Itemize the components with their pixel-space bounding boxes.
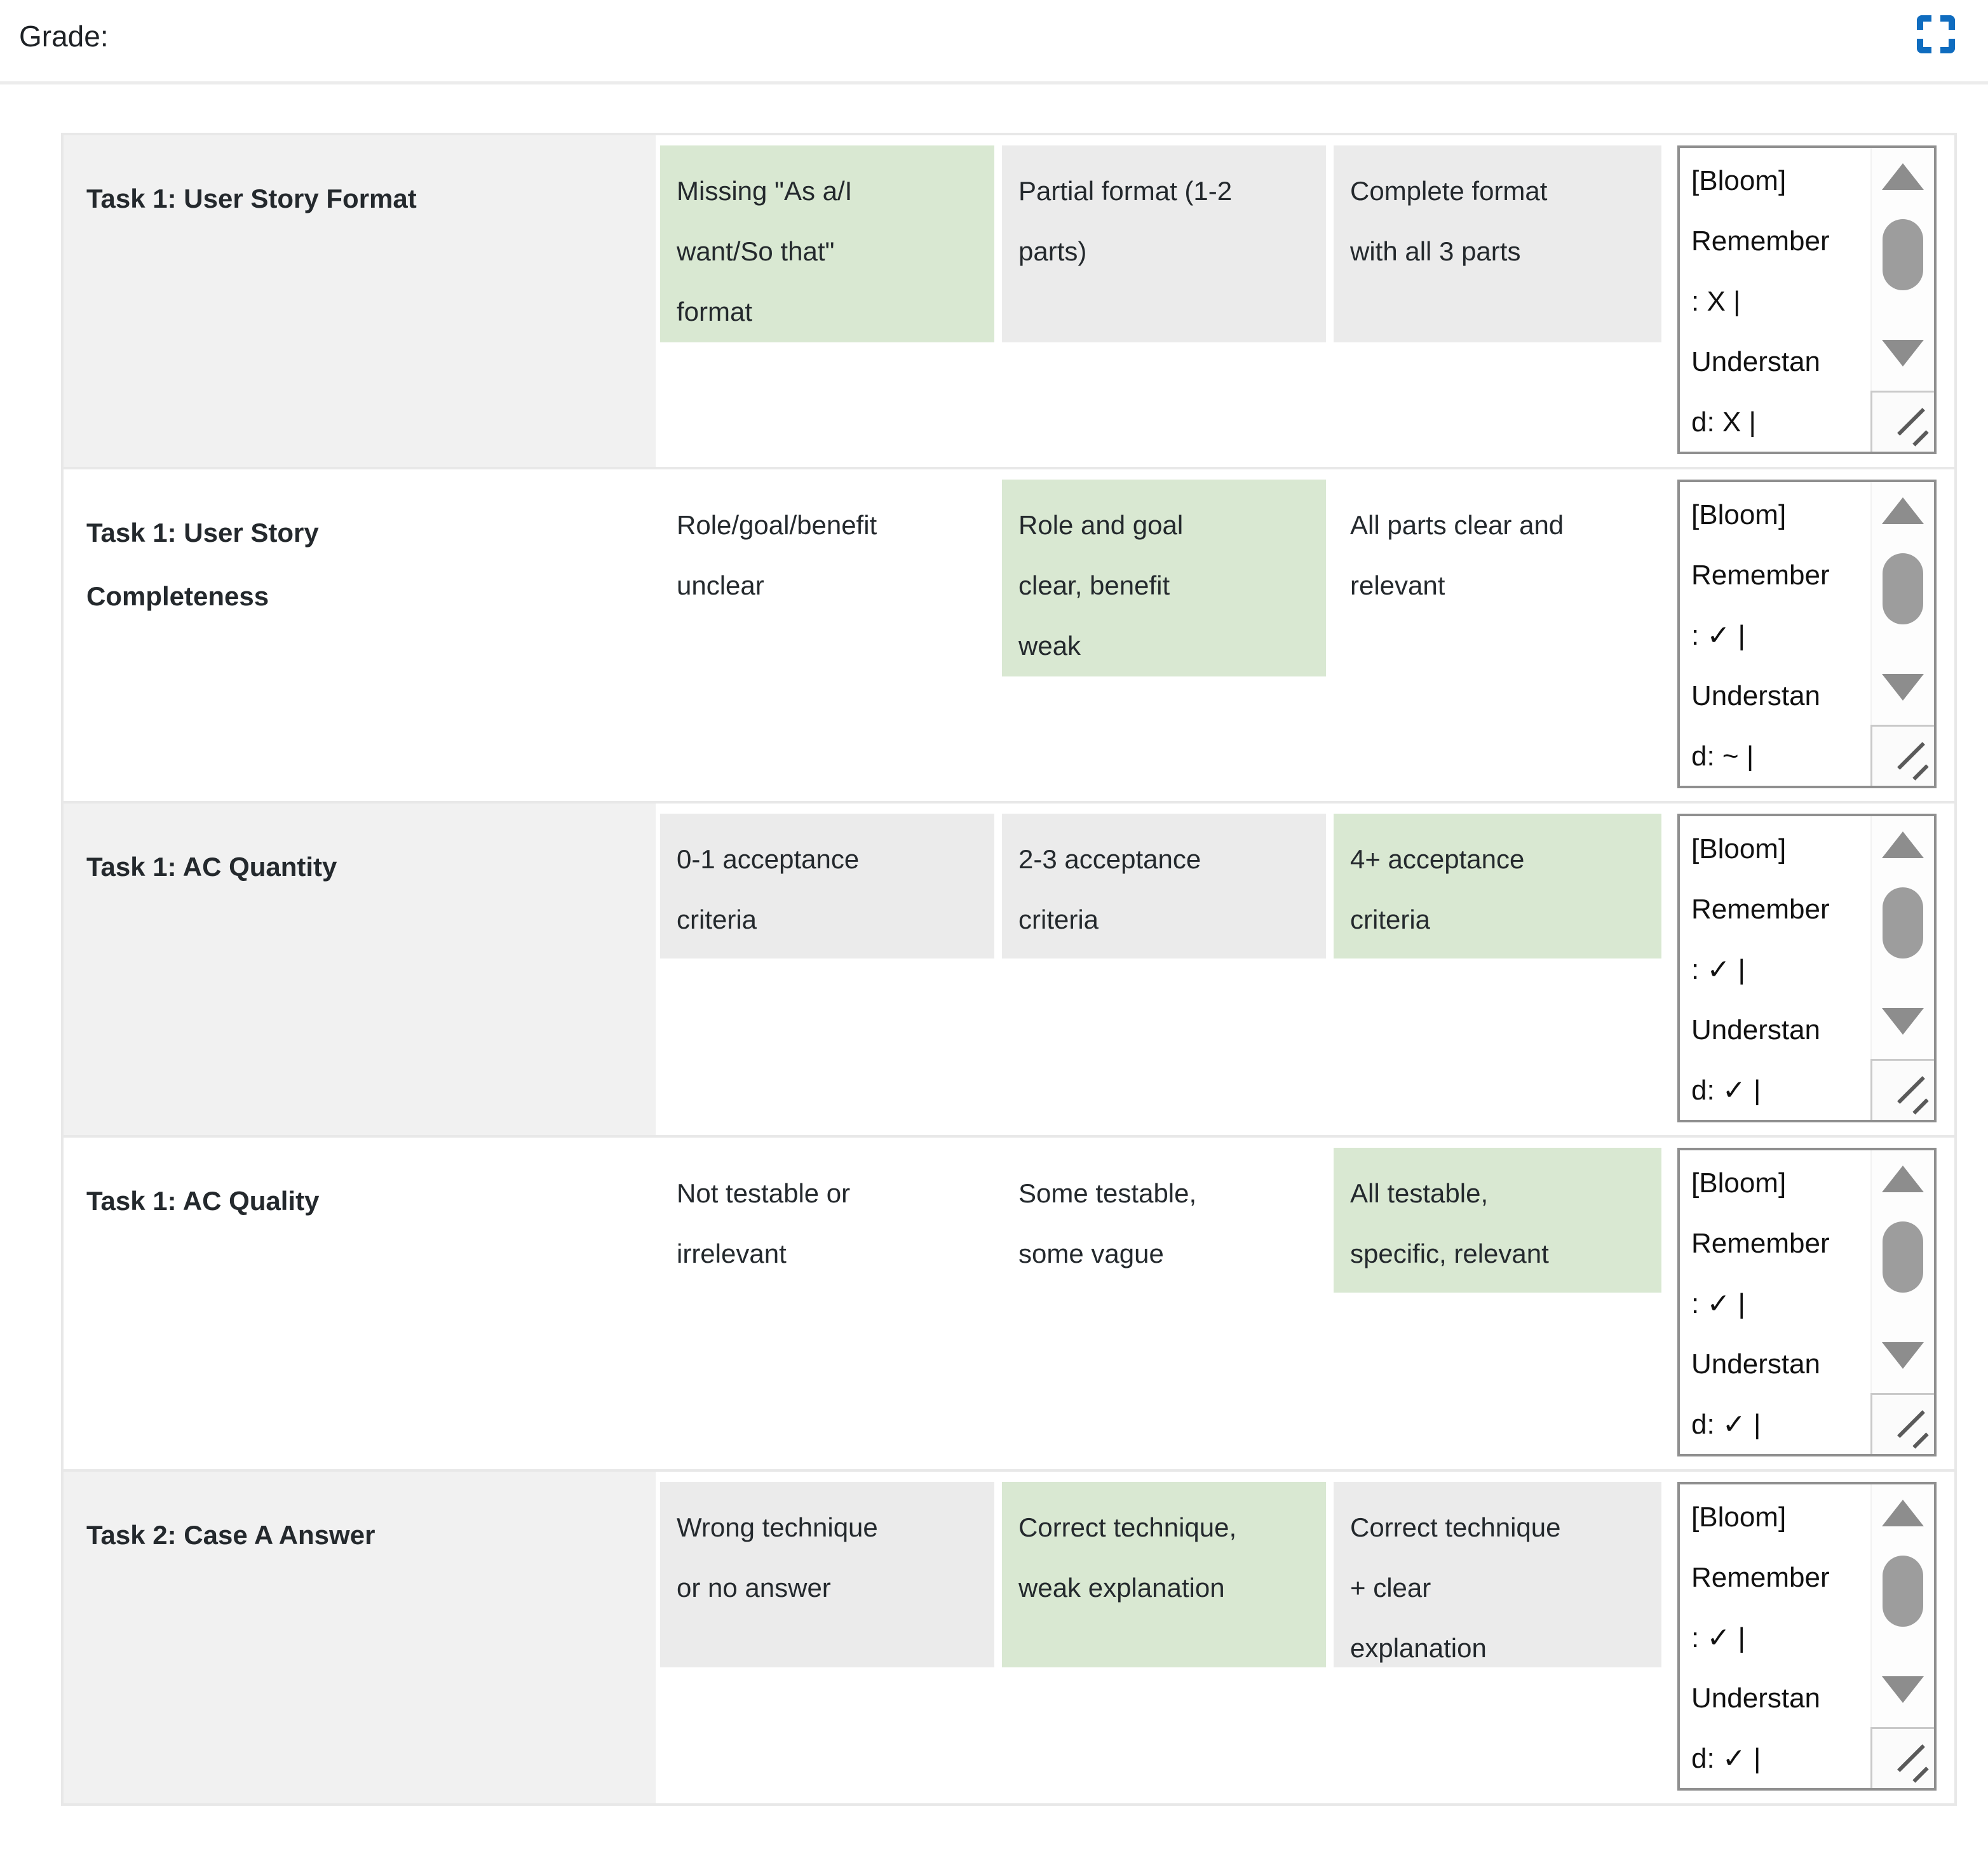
level-option[interactable]: Role/goal/benefit unclear (677, 510, 877, 600)
level-cell: Missing "As a/I want/So that" format (656, 135, 997, 467)
resize-grip-icon (1897, 1410, 1925, 1438)
criterion-name: Task 1: AC Quantity (64, 804, 656, 1135)
resize-grip-icon (1897, 742, 1925, 770)
rubric-row: Task 1: AC Quality Not testable or irrele… (64, 1135, 1954, 1469)
level-option[interactable]: Missing "As a/I want/So that" format (660, 145, 994, 342)
resize-grip[interactable] (1870, 1727, 1934, 1788)
resize-grip-icon (1897, 1744, 1925, 1772)
level-option[interactable]: 4+ acceptance criteria (1334, 814, 1661, 958)
remark-text: [Bloom] Remember: X | Understan d: X | (1691, 165, 1830, 438)
level-option[interactable]: All parts clear and relevant (1350, 510, 1564, 600)
level-option[interactable]: Wrong technique or no answer (660, 1482, 994, 1667)
level-cell: All testable, specific, relevant (1329, 1138, 1665, 1469)
remark-text: [Bloom] Remember: ✓ | Understan d: ~ | (1691, 499, 1830, 772)
level-cell: Some testable, some vague (997, 1138, 1329, 1469)
scrollbar[interactable] (1870, 1150, 1934, 1454)
remark-textarea[interactable]: [Bloom] Remember: ✓ | Understan d: ~ | (1677, 480, 1937, 788)
level-cell: Correct technique + clear explanation (1329, 1472, 1665, 1803)
criterion-name: Task 1: User Story Format (64, 135, 656, 467)
level-option[interactable]: Role and goal clear, benefit weak (1002, 480, 1326, 676)
scrollbar-up-icon[interactable] (1882, 1500, 1924, 1526)
scrollbar[interactable] (1870, 816, 1934, 1120)
remark-cell: [Bloom] Remember: ✓ | Understan d: ✓ | (1665, 1472, 1954, 1803)
resize-grip-icon (1912, 430, 1929, 447)
level-cell: 2-3 acceptance criteria (997, 804, 1329, 1135)
rubric-row: Task 2: Case A Answer Wrong technique or … (64, 1469, 1954, 1803)
resize-grip-icon (1912, 1432, 1929, 1449)
scrollbar[interactable] (1870, 148, 1934, 452)
level-option[interactable]: Correct technique + clear explanation (1334, 1482, 1661, 1667)
remark-cell: [Bloom] Remember: ✓ | Understan d: ✓ | (1665, 804, 1954, 1135)
level-cell: Correct technique, weak explanation (997, 1472, 1329, 1803)
remark-cell: [Bloom] Remember: ✓ | Understan d: ✓ | (1665, 1138, 1954, 1469)
level-cell: Partial format (1-2 parts) (997, 135, 1329, 467)
level-option[interactable]: 2-3 acceptance criteria (1002, 814, 1326, 958)
resize-grip[interactable] (1870, 391, 1934, 452)
level-cell: All parts clear and relevant (1329, 469, 1665, 801)
remark-cell: [Bloom] Remember: X | Understan d: X | (1665, 135, 1954, 467)
criterion-name: Task 1: AC Quality (86, 1186, 320, 1216)
level-cell: Role/goal/benefit unclear (656, 469, 997, 801)
remark-cell: [Bloom] Remember: ✓ | Understan d: ~ | (1665, 469, 1954, 801)
resize-grip-icon (1912, 1098, 1929, 1115)
header-divider (0, 81, 1988, 84)
remark-textarea[interactable]: [Bloom] Remember: ✓ | Understan d: ✓ | (1677, 1482, 1937, 1791)
scrollbar-up-icon[interactable] (1882, 163, 1924, 190)
remark-text: [Bloom] Remember: ✓ | Understan d: ✓ | (1691, 1167, 1830, 1440)
level-cell: Wrong technique or no answer (656, 1472, 997, 1803)
scrollbar-down-icon[interactable] (1882, 340, 1924, 367)
scrollbar-up-icon[interactable] (1882, 1166, 1924, 1192)
criterion-name: Task 2: Case A Answer (64, 1472, 656, 1803)
resize-grip[interactable] (1870, 1393, 1934, 1454)
scrollbar-down-icon[interactable] (1882, 1676, 1924, 1703)
scrollbar-up-icon[interactable] (1882, 497, 1924, 524)
level-option[interactable]: Correct technique, weak explanation (1002, 1482, 1326, 1667)
criterion-name: Task 1: User Story Completeness (86, 518, 319, 611)
resize-grip[interactable] (1870, 725, 1934, 786)
rubric-row: Task 1: User Story Completeness Role/goal… (64, 467, 1954, 801)
remark-text: [Bloom] Remember: ✓ | Understan d: ✓ | (1691, 1502, 1830, 1774)
scrollbar-down-icon[interactable] (1882, 1008, 1924, 1035)
scrollbar-thumb[interactable] (1883, 1221, 1923, 1293)
scrollbar-thumb[interactable] (1883, 1556, 1923, 1627)
resize-grip[interactable] (1870, 1059, 1934, 1120)
remark-textarea[interactable]: [Bloom] Remember: ✓ | Understan d: ✓ | (1677, 1148, 1937, 1456)
level-cell: 4+ acceptance criteria (1329, 804, 1665, 1135)
level-option[interactable]: Some testable, some vague (1018, 1178, 1197, 1268)
remark-text: [Bloom] Remember: ✓ | Understan d: ✓ | (1691, 833, 1830, 1106)
scrollbar-thumb[interactable] (1883, 887, 1923, 958)
level-option[interactable]: All testable, specific, relevant (1334, 1148, 1661, 1293)
level-cell: Role and goal clear, benefit weak (997, 469, 1329, 801)
scrollbar-thumb[interactable] (1883, 553, 1923, 624)
level-cell: 0-1 acceptance criteria (656, 804, 997, 1135)
grade-label: Grade: (19, 20, 109, 53)
remark-textarea[interactable]: [Bloom] Remember: ✓ | Understan d: ✓ | (1677, 814, 1937, 1122)
grade-header: Grade: (0, 0, 1988, 53)
resize-grip-icon (1912, 764, 1929, 781)
rubric-row: Task 1: User Story Format Missing "As a/… (64, 135, 1954, 467)
level-cell: Not testable or irrelevant (656, 1138, 997, 1469)
level-option[interactable]: Partial format (1-2 parts) (1002, 145, 1326, 342)
scrollbar[interactable] (1870, 1484, 1934, 1788)
level-option[interactable]: Complete format with all 3 parts (1334, 145, 1661, 342)
rubric-table: Task 1: User Story Format Missing "As a/… (61, 133, 1957, 1806)
rubric-row: Task 1: AC Quantity 0-1 acceptance criter… (64, 801, 1954, 1135)
resize-grip-icon (1897, 408, 1925, 436)
scrollbar-up-icon[interactable] (1882, 831, 1924, 858)
level-option[interactable]: 0-1 acceptance criteria (660, 814, 994, 958)
level-cell: Complete format with all 3 parts (1329, 135, 1665, 467)
scrollbar-down-icon[interactable] (1882, 674, 1924, 701)
remark-textarea[interactable]: [Bloom] Remember: X | Understan d: X | (1677, 145, 1937, 454)
scrollbar[interactable] (1870, 482, 1934, 786)
resize-grip-icon (1897, 1076, 1925, 1104)
expand-button[interactable] (1917, 15, 1955, 53)
scrollbar-thumb[interactable] (1883, 219, 1923, 290)
scrollbar-down-icon[interactable] (1882, 1342, 1924, 1369)
resize-grip-icon (1912, 1766, 1929, 1783)
level-option[interactable]: Not testable or irrelevant (677, 1178, 851, 1268)
